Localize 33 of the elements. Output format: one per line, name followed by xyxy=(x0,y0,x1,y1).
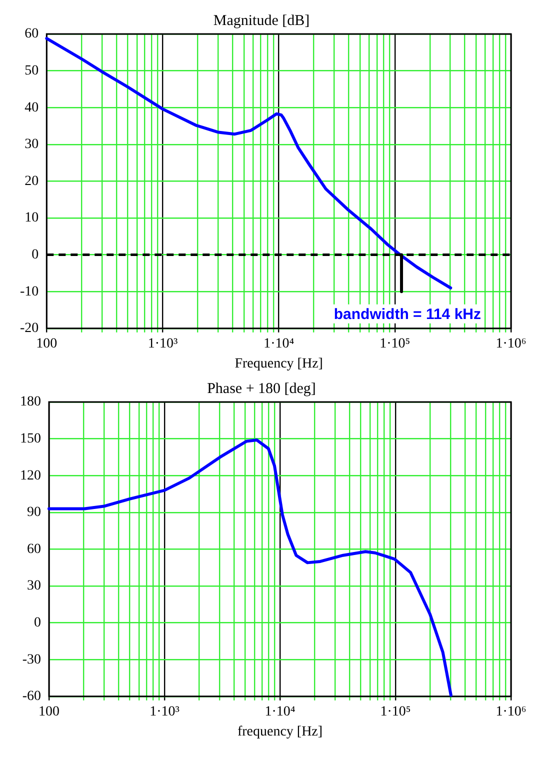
y-tick-label: 0 xyxy=(32,247,39,262)
chart-title: Phase + 180 [deg] xyxy=(207,380,316,397)
y-tick-label: 180 xyxy=(20,394,41,410)
annotation: bandwidth = 114 kHz xyxy=(334,306,481,324)
y-tick-label: 120 xyxy=(20,468,41,484)
y-tick-label: 10 xyxy=(24,210,39,226)
x-tick-label: 1·10³ xyxy=(150,704,180,720)
y-tick-label: 0 xyxy=(34,615,41,630)
y-tick-label: -20 xyxy=(20,321,39,336)
x-axis-title: frequency [Hz] xyxy=(237,724,323,740)
x-tick-label: 1·10⁴ xyxy=(264,336,294,352)
x-tick-label: 1·10⁶ xyxy=(496,704,526,720)
x-tick-label: 1·10⁶ xyxy=(496,336,526,352)
y-tick-label: -10 xyxy=(20,284,39,300)
x-axis-title: Frequency [Hz] xyxy=(234,356,323,372)
x-tick-label: 1·10³ xyxy=(148,336,178,352)
x-tick-label: 1·10⁴ xyxy=(264,704,296,720)
y-tick-label: 30 xyxy=(27,578,41,594)
y-tick-label: -30 xyxy=(22,652,41,668)
y-tick-label: 50 xyxy=(24,63,39,78)
y-tick-label: -60 xyxy=(22,689,41,704)
y-tick-label: 60 xyxy=(24,26,39,42)
y-tick-label: 150 xyxy=(20,431,41,446)
chart-title: Magnitude [dB] xyxy=(213,12,310,29)
y-tick-label: 20 xyxy=(24,174,39,189)
y-tick-label: 30 xyxy=(24,137,39,152)
x-tick-label: 1·10⁵ xyxy=(380,336,410,352)
y-tick-label: 90 xyxy=(27,505,41,520)
y-tick-label: 60 xyxy=(27,542,41,557)
y-tick-label: 40 xyxy=(24,100,39,116)
x-tick-label: 100 xyxy=(38,704,60,720)
x-tick-label: 1·10⁵ xyxy=(380,704,411,720)
x-tick-label: 100 xyxy=(36,336,58,352)
